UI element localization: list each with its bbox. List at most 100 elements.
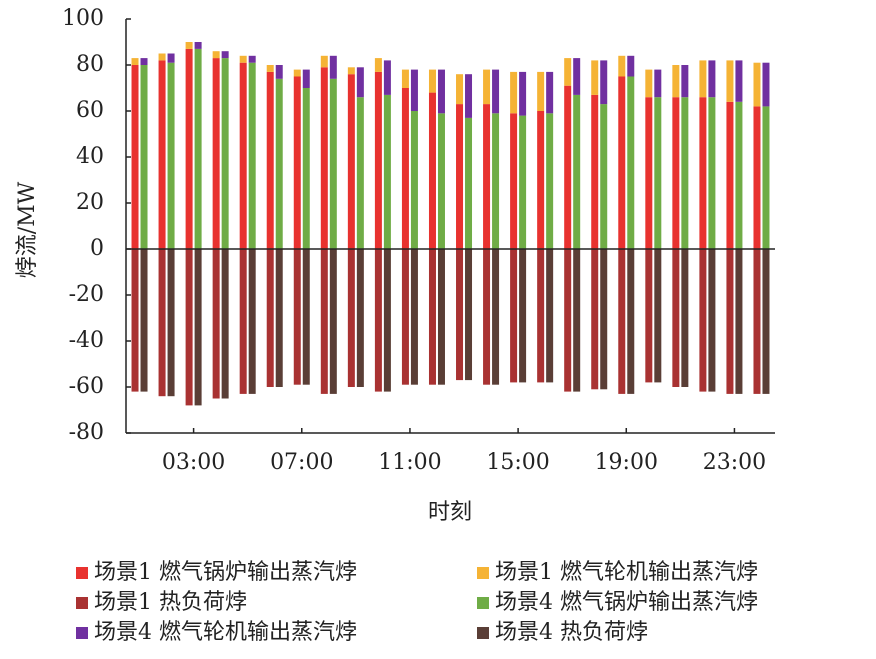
x-tick-label: 19:00 — [595, 450, 658, 475]
bar — [510, 71, 518, 114]
legend-label: 场景1 热负荷㶿 — [94, 590, 247, 615]
bar — [293, 76, 301, 249]
bar — [320, 67, 328, 249]
x-tick-label: 15:00 — [486, 450, 549, 475]
bar — [573, 58, 581, 95]
bar — [356, 249, 364, 387]
bar — [131, 58, 139, 65]
bar — [356, 67, 364, 98]
bar — [762, 249, 770, 394]
bar — [681, 65, 689, 98]
bar — [483, 104, 491, 249]
bar — [140, 65, 148, 249]
bar — [537, 249, 545, 383]
bar — [600, 104, 608, 249]
bar — [401, 69, 409, 88]
legend-label: 场景4 燃气轮机输出蒸汽㶿 — [94, 620, 357, 645]
bar — [194, 48, 202, 250]
bar — [537, 71, 545, 111]
bar — [167, 53, 175, 63]
bar — [131, 65, 139, 249]
bar — [753, 106, 761, 250]
bar — [383, 94, 391, 250]
x-tick-label: 11:00 — [378, 450, 441, 475]
bar — [140, 249, 148, 392]
bar — [293, 69, 301, 77]
bar — [293, 249, 301, 385]
bar — [329, 55, 337, 79]
legend-swatch — [477, 627, 489, 639]
bar — [167, 62, 175, 250]
bar — [185, 42, 193, 49]
bar — [248, 62, 256, 250]
bar — [302, 88, 310, 249]
y-tick-label: 100 — [62, 6, 104, 31]
legend-swatch — [76, 627, 88, 639]
bar — [383, 249, 391, 392]
bar — [347, 74, 355, 249]
bar — [456, 104, 464, 249]
bar — [591, 249, 599, 390]
bar — [753, 249, 761, 394]
bar — [645, 249, 653, 383]
bar — [248, 55, 256, 63]
y-tick-label: 40 — [76, 144, 104, 169]
bar — [356, 97, 364, 249]
bar — [708, 97, 716, 249]
bar — [672, 249, 680, 387]
bar — [212, 249, 220, 399]
bar — [519, 71, 527, 116]
x-tick-label: 23:00 — [703, 450, 766, 475]
bar — [483, 69, 491, 105]
legend-label: 场景1 燃气锅炉输出蒸汽㶿 — [94, 560, 357, 585]
bar — [266, 249, 274, 387]
bar — [726, 249, 734, 394]
bar — [645, 69, 653, 98]
bar — [456, 249, 464, 381]
bar — [248, 249, 256, 394]
bar — [212, 51, 220, 59]
bar — [221, 51, 229, 59]
y-tick-label: -60 — [69, 374, 104, 399]
bar — [492, 249, 500, 385]
bar — [437, 249, 445, 385]
bar — [329, 249, 337, 394]
bar — [564, 249, 572, 392]
y-axis-title: 㶿流/MW — [15, 181, 40, 278]
bar — [546, 249, 554, 383]
bar — [564, 58, 572, 86]
bar — [437, 69, 445, 114]
y-tick-label: -40 — [69, 328, 104, 353]
bar — [437, 113, 445, 249]
bar — [131, 249, 139, 392]
legend-swatch — [477, 567, 489, 579]
x-tick-label: 07:00 — [270, 450, 333, 475]
bar — [158, 60, 166, 250]
bar — [158, 53, 166, 61]
bar — [618, 76, 626, 249]
bar — [212, 58, 220, 249]
y-tick-label: 60 — [76, 98, 104, 123]
bar — [735, 60, 743, 102]
bar — [573, 94, 581, 250]
bar — [627, 76, 635, 249]
y-tick-label: -80 — [69, 420, 104, 445]
bar — [573, 249, 581, 392]
bar — [158, 249, 166, 397]
bar — [672, 65, 680, 98]
bar — [140, 58, 148, 65]
bar — [428, 92, 436, 249]
bar — [410, 69, 418, 111]
bar — [546, 113, 554, 249]
bar — [726, 60, 734, 102]
bar — [699, 60, 707, 98]
bar — [239, 249, 247, 394]
bar — [591, 94, 599, 250]
bar — [347, 67, 355, 75]
bar — [627, 55, 635, 77]
bar — [519, 115, 527, 249]
bar — [762, 106, 770, 250]
bar — [672, 97, 680, 249]
bar — [239, 62, 247, 250]
